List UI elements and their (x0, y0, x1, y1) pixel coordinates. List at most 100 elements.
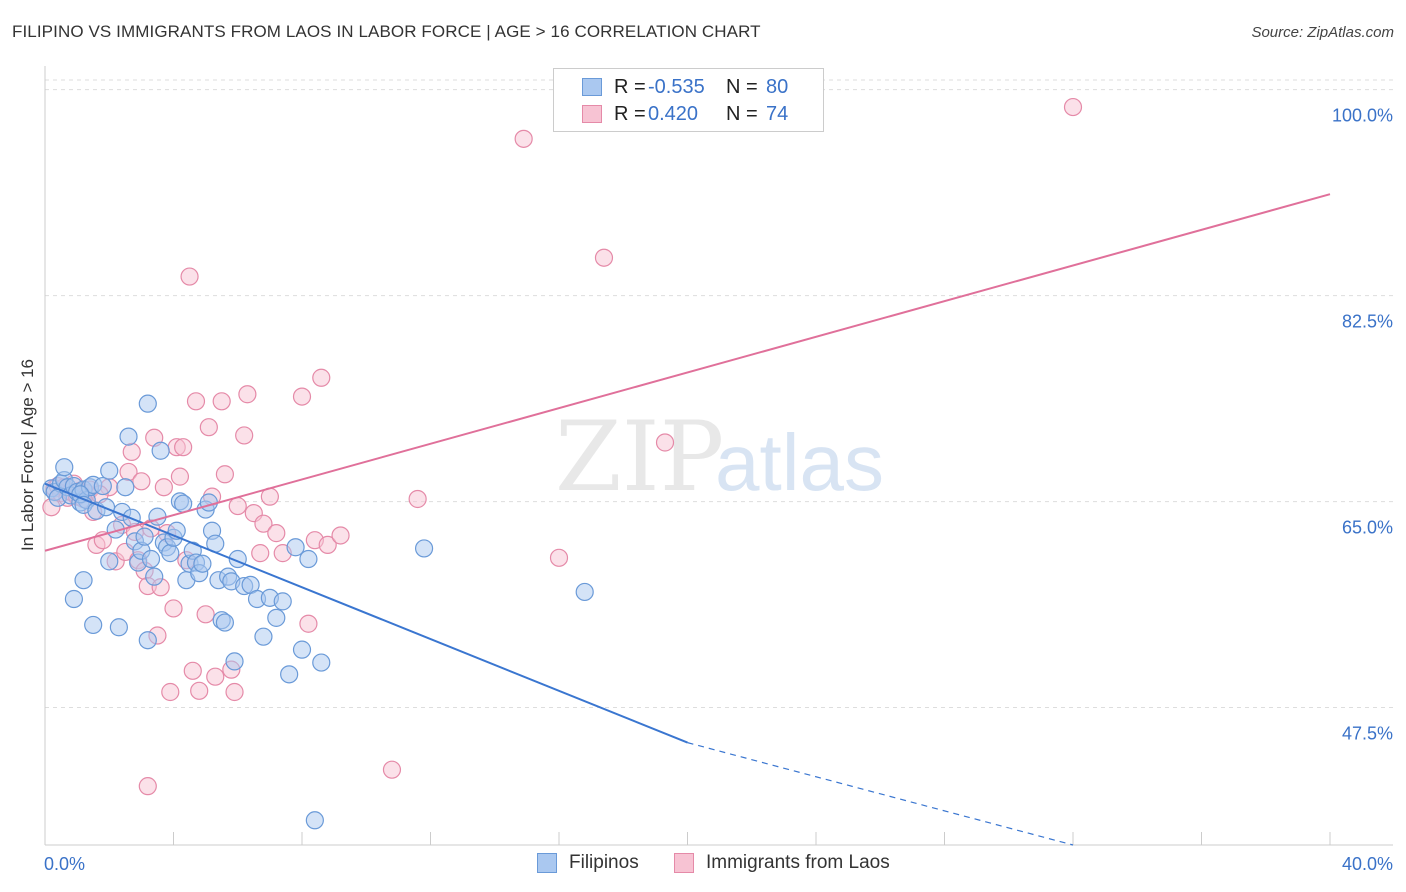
filipinos-point (138, 394, 157, 413)
laos-point (170, 467, 190, 486)
filipinos-point (161, 544, 180, 563)
laos-trend-line (44, 193, 1331, 552)
filipinos-point (199, 493, 218, 512)
legend-n-label: N = (726, 75, 758, 98)
legend-item-filipinos[interactable]: Filipinos (537, 852, 639, 874)
filipinos-point (100, 552, 119, 571)
legend-swatch-laos (582, 105, 602, 123)
laos-point (228, 496, 247, 516)
legend-item-laos[interactable]: Immigrants from Laos (674, 852, 890, 874)
filipinos-point (193, 554, 212, 573)
laos-point (174, 438, 193, 457)
legend-swatch-filipinos (537, 853, 557, 873)
laos-point (1063, 97, 1083, 117)
laos-point (299, 614, 318, 633)
laos-point (212, 392, 231, 411)
laos-point (655, 433, 675, 452)
x-tick-label: 0.0% (44, 854, 85, 874)
filipinos-point (174, 494, 193, 513)
filipinos-point (305, 811, 324, 830)
correlation-legend: R = -0.535 N = 80 R = 0.420 N = 74 (553, 68, 824, 132)
legend-swatch-laos (674, 853, 694, 873)
x-tick-label: 40.0% (1342, 854, 1393, 874)
filipinos-point (273, 592, 292, 611)
filipinos-point (109, 618, 128, 637)
laos-point (331, 526, 350, 545)
y-tick-label: 65.0% (1342, 518, 1393, 538)
laos-point (122, 442, 141, 462)
laos-point (183, 661, 202, 680)
laos-point (190, 681, 209, 700)
filipinos-point (215, 613, 234, 632)
y-tick-label: 82.5% (1342, 312, 1393, 332)
filipinos-point (292, 640, 312, 659)
filipinos-point (84, 615, 103, 635)
laos-point (382, 760, 402, 779)
watermark-atlas: atlas (715, 418, 884, 507)
filipinos-point (55, 458, 74, 477)
data-points (42, 97, 1083, 830)
filipinos-point (312, 653, 331, 672)
filipinos-trend-line (44, 482, 688, 744)
filipinos-point (267, 608, 286, 627)
filipinos-point (254, 627, 273, 646)
watermark-zip: ZIP (555, 401, 724, 513)
laos-point (254, 514, 273, 533)
filipinos-point (286, 538, 305, 557)
legend-label-filipinos: Filipinos (569, 852, 639, 873)
filipinos-point (64, 589, 84, 609)
laos-point (180, 267, 199, 286)
laos-point (408, 489, 427, 509)
series-legend: Filipinos Immigrants from Laos (0, 852, 1406, 878)
laos-point (215, 465, 234, 484)
laos-point (251, 544, 270, 563)
filipinos-point (141, 549, 161, 569)
laos-point (238, 385, 257, 404)
laos-point (138, 777, 157, 796)
filipinos-point (575, 582, 594, 602)
legend-row-filipinos: R = -0.535 N = 80 (582, 76, 788, 98)
filipinos-trend-extension (687, 742, 1074, 846)
filipinos-point (74, 571, 93, 590)
laos-point (312, 368, 331, 387)
filipinos-point (135, 527, 154, 546)
y-tick-label: 100.0% (1332, 106, 1393, 126)
legend-r-value: 0.420 (648, 102, 699, 125)
laos-point (186, 392, 206, 411)
laos-point (199, 418, 218, 437)
legend-n-value: 74 (766, 102, 789, 125)
laos-point (154, 478, 173, 497)
y-axis-label: In Labor Force | Age > 16 (18, 358, 37, 552)
filipinos-point (151, 441, 170, 460)
legend-r-label: R = (614, 75, 646, 98)
laos-point (514, 129, 533, 148)
laos-point (235, 426, 254, 445)
laos-point (196, 605, 215, 624)
laos-point (292, 387, 312, 406)
filipinos-point (93, 476, 112, 496)
legend-swatch-filipinos (582, 78, 602, 96)
legend-n-label: N = (726, 102, 758, 125)
chart-title: FILIPINO VS IMMIGRANTS FROM LAOS IN LABO… (12, 22, 761, 41)
filipinos-point (145, 567, 164, 586)
trend-lines (44, 193, 1331, 846)
filipinos-point (138, 631, 157, 650)
legend-n-value: 80 (766, 75, 789, 98)
filipinos-point (414, 539, 434, 558)
laos-point (318, 535, 337, 554)
filipinos-point (148, 507, 167, 526)
legend-r-value: -0.535 (648, 75, 705, 98)
axes (44, 66, 1393, 846)
laos-point (594, 248, 614, 267)
filipinos-point (119, 427, 138, 446)
watermark: ZIP atlas (555, 401, 884, 513)
laos-point (267, 524, 286, 543)
legend-label-laos: Immigrants from Laos (706, 852, 890, 873)
filipinos-point (280, 665, 299, 684)
laos-point (132, 472, 151, 491)
laos-point (206, 667, 225, 686)
filipinos-point (100, 461, 119, 480)
filipinos-point (299, 549, 318, 569)
source-label: Source: ZipAtlas.com (1251, 24, 1394, 41)
